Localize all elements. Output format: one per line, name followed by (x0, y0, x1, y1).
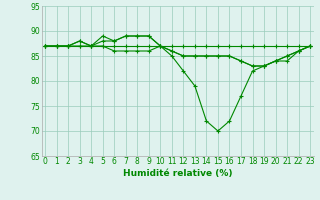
X-axis label: Humidité relative (%): Humidité relative (%) (123, 169, 232, 178)
